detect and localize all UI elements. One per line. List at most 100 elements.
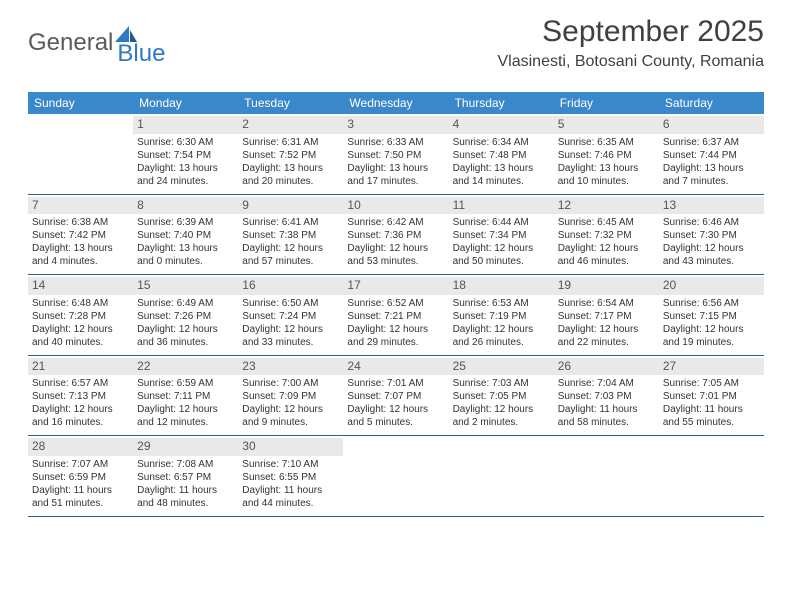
day-number: 22 [133, 358, 238, 376]
day-cell: 3Sunrise: 6:33 AMSunset: 7:50 PMDaylight… [343, 114, 448, 194]
day-info-line: Sunset: 7:52 PM [242, 149, 339, 162]
day-info-line: and 16 minutes. [32, 416, 129, 429]
day-info-line: Sunset: 7:48 PM [453, 149, 550, 162]
day-info-line: and 7 minutes. [663, 175, 760, 188]
day-info-line: and 44 minutes. [242, 497, 339, 510]
day-info-line: and 53 minutes. [347, 255, 444, 268]
day-info-line: Sunrise: 6:35 AM [558, 136, 655, 149]
day-info-line: Daylight: 13 hours [558, 162, 655, 175]
day-info-line: Daylight: 13 hours [347, 162, 444, 175]
day-info-line: and 43 minutes. [663, 255, 760, 268]
day-info-line: Daylight: 12 hours [242, 403, 339, 416]
day-number: 13 [659, 197, 764, 215]
day-info-line: Daylight: 13 hours [137, 242, 234, 255]
day-info-line: Sunset: 7:40 PM [137, 229, 234, 242]
header: September 2025 Vlasinesti, Botosani Coun… [497, 15, 764, 71]
day-info-line: Sunrise: 6:54 AM [558, 297, 655, 310]
day-info-line: Sunset: 7:11 PM [137, 390, 234, 403]
day-info-line: and 24 minutes. [137, 175, 234, 188]
day-number: 25 [449, 358, 554, 376]
day-cell: 2Sunrise: 6:31 AMSunset: 7:52 PMDaylight… [238, 114, 343, 194]
day-info-line: Sunset: 7:50 PM [347, 149, 444, 162]
day-info-line: Daylight: 11 hours [558, 403, 655, 416]
day-info-line: Sunrise: 7:10 AM [242, 458, 339, 471]
day-number: 4 [449, 116, 554, 134]
day-number: 19 [554, 277, 659, 295]
day-info-line: Daylight: 12 hours [453, 403, 550, 416]
day-info-line: Sunset: 7:30 PM [663, 229, 760, 242]
day-info-line: Sunset: 7:28 PM [32, 310, 129, 323]
day-info-line: and 2 minutes. [453, 416, 550, 429]
day-info-line: Sunset: 7:07 PM [347, 390, 444, 403]
logo: General Blue [28, 18, 165, 68]
day-info-line: Daylight: 12 hours [137, 323, 234, 336]
day-info-line: Sunrise: 6:45 AM [558, 216, 655, 229]
day-number: 24 [343, 358, 448, 376]
weeks-container: 1Sunrise: 6:30 AMSunset: 7:54 PMDaylight… [28, 114, 764, 517]
day-number: 30 [238, 438, 343, 456]
day-info-line: Sunset: 7:46 PM [558, 149, 655, 162]
day-info-line: Daylight: 12 hours [242, 242, 339, 255]
day-info-line: and 10 minutes. [558, 175, 655, 188]
week-row: 1Sunrise: 6:30 AMSunset: 7:54 PMDaylight… [28, 114, 764, 195]
day-number: 7 [28, 197, 133, 215]
day-info-line: Sunset: 7:26 PM [137, 310, 234, 323]
day-cell: 11Sunrise: 6:44 AMSunset: 7:34 PMDayligh… [449, 195, 554, 275]
day-info-line: Daylight: 12 hours [32, 323, 129, 336]
logo-text-general: General [28, 29, 113, 57]
day-info-line: Sunset: 6:57 PM [137, 471, 234, 484]
day-number: 14 [28, 277, 133, 295]
day-info-line: Sunrise: 7:07 AM [32, 458, 129, 471]
month-title: September 2025 [497, 15, 764, 49]
day-info-line: and 4 minutes. [32, 255, 129, 268]
day-header: Thursday [449, 92, 554, 114]
day-info-line: Sunrise: 6:50 AM [242, 297, 339, 310]
day-info-line: and 9 minutes. [242, 416, 339, 429]
day-info-line: Sunrise: 6:56 AM [663, 297, 760, 310]
day-cell: 16Sunrise: 6:50 AMSunset: 7:24 PMDayligh… [238, 275, 343, 355]
day-info-line: Sunrise: 7:05 AM [663, 377, 760, 390]
day-info-line: Sunrise: 6:52 AM [347, 297, 444, 310]
day-info-line: Daylight: 11 hours [137, 484, 234, 497]
day-number: 23 [238, 358, 343, 376]
day-header: Monday [133, 92, 238, 114]
day-info-line: Daylight: 12 hours [137, 403, 234, 416]
day-info-line: Daylight: 11 hours [32, 484, 129, 497]
day-info-line: Daylight: 12 hours [242, 323, 339, 336]
day-cell: 8Sunrise: 6:39 AMSunset: 7:40 PMDaylight… [133, 195, 238, 275]
day-number: 18 [449, 277, 554, 295]
day-number: 26 [554, 358, 659, 376]
day-cell: 19Sunrise: 6:54 AMSunset: 7:17 PMDayligh… [554, 275, 659, 355]
day-number: 28 [28, 438, 133, 456]
day-info-line: Sunset: 6:55 PM [242, 471, 339, 484]
day-number: 21 [28, 358, 133, 376]
day-cell: 15Sunrise: 6:49 AMSunset: 7:26 PMDayligh… [133, 275, 238, 355]
day-cell: 10Sunrise: 6:42 AMSunset: 7:36 PMDayligh… [343, 195, 448, 275]
day-info-line: Sunrise: 6:42 AM [347, 216, 444, 229]
day-info-line: and 50 minutes. [453, 255, 550, 268]
day-info-line: Sunset: 7:13 PM [32, 390, 129, 403]
day-info-line: and 57 minutes. [242, 255, 339, 268]
day-header: Saturday [659, 92, 764, 114]
day-info-line: and 48 minutes. [137, 497, 234, 510]
day-info-line: Sunset: 7:32 PM [558, 229, 655, 242]
day-number: 12 [554, 197, 659, 215]
day-info-line: and 0 minutes. [137, 255, 234, 268]
day-info-line: and 58 minutes. [558, 416, 655, 429]
day-info-line: Daylight: 12 hours [663, 323, 760, 336]
day-cell: 17Sunrise: 6:52 AMSunset: 7:21 PMDayligh… [343, 275, 448, 355]
day-cell: 22Sunrise: 6:59 AMSunset: 7:11 PMDayligh… [133, 356, 238, 436]
day-info-line: and 33 minutes. [242, 336, 339, 349]
day-number: 9 [238, 197, 343, 215]
day-info-line: Daylight: 11 hours [242, 484, 339, 497]
day-info-line: Sunset: 7:36 PM [347, 229, 444, 242]
location: Vlasinesti, Botosani County, Romania [497, 53, 764, 71]
day-info-line: Sunset: 7:21 PM [347, 310, 444, 323]
day-cell: 1Sunrise: 6:30 AMSunset: 7:54 PMDaylight… [133, 114, 238, 194]
day-info-line: Sunrise: 7:01 AM [347, 377, 444, 390]
day-info-line: Daylight: 11 hours [663, 403, 760, 416]
day-info-line: and 20 minutes. [242, 175, 339, 188]
day-number: 16 [238, 277, 343, 295]
day-info-line: Sunrise: 6:30 AM [137, 136, 234, 149]
day-cell [449, 436, 554, 516]
